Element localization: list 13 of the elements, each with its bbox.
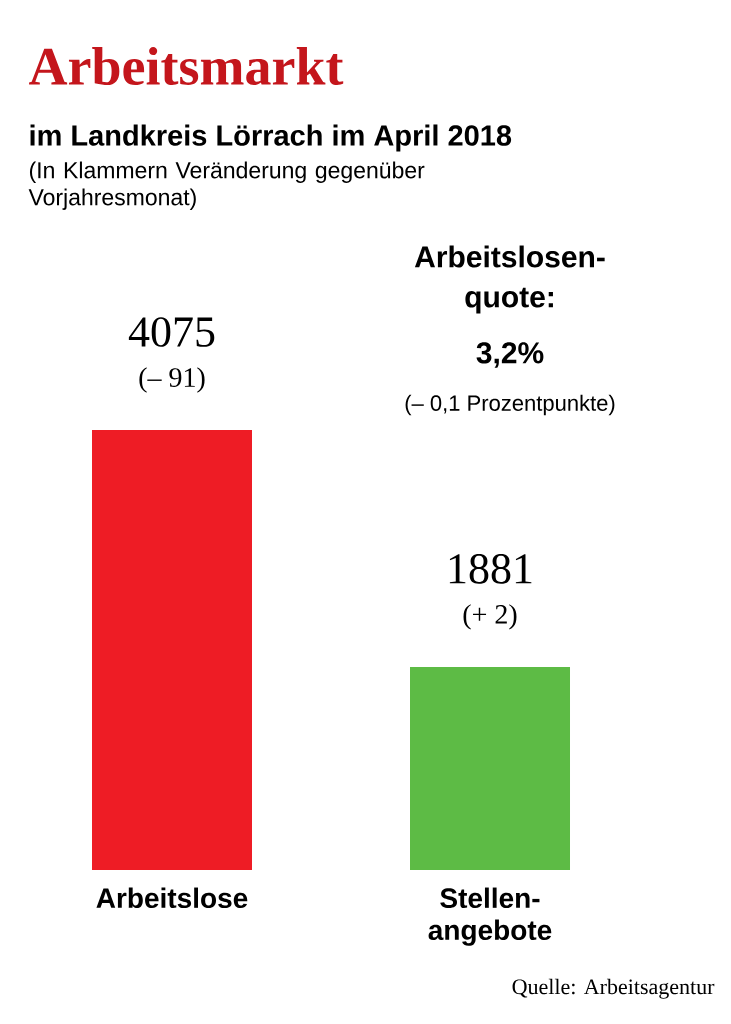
annotation: (– 91) [139, 367, 205, 393]
annotation: (+ 2) [463, 604, 517, 630]
text: (– 0,1 Prozentpunkte) [405, 394, 615, 416]
text: (In Klammern Veränderung gegenüber Vorjahresmonat) [28, 161, 425, 210]
data-label: 1881 [449, 554, 532, 584]
chart-title: Arbeitsmarkt [29, 46, 344, 85]
x-tick-label: Arbeitslose [96, 887, 248, 909]
chart-subtitle: im Landkreis Lörrach im April 2018 [30, 124, 512, 152]
source-note: Quelle: Arbeitsagentur [512, 978, 715, 999]
data-label: 4075 [128, 317, 215, 347]
text: 3,2% [476, 342, 544, 368]
text: Arbeitslosen-quote: [414, 245, 605, 314]
x-tick-label: Stellen-angebote [428, 887, 552, 946]
